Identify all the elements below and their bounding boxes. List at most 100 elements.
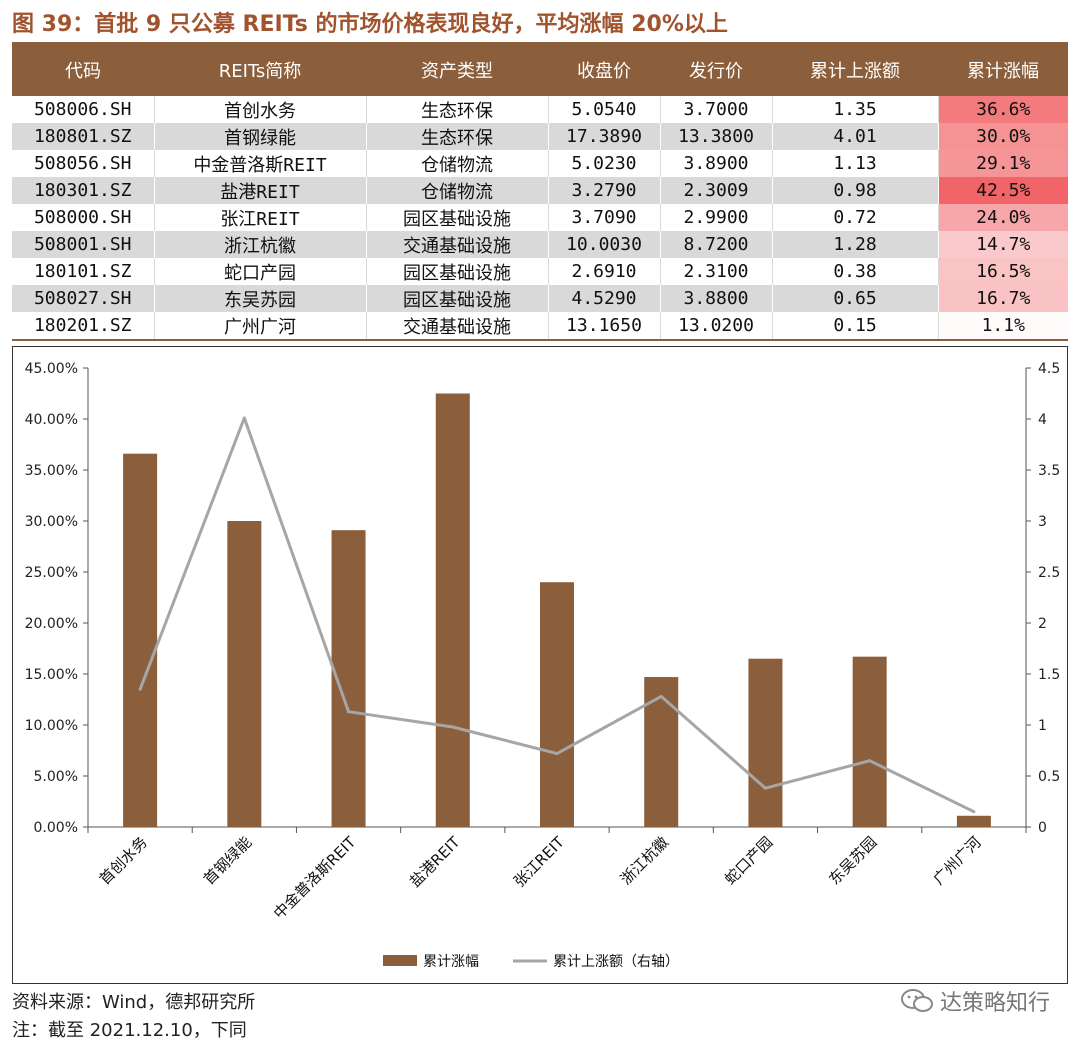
right-tick-label: 1 — [1038, 718, 1047, 734]
cell-issue: 13.3800 — [660, 123, 773, 150]
line-point-中金普洛斯REIT — [347, 710, 351, 714]
table-row: 508006.SH 首创水务 生态环保 5.0540 3.7000 1.35 36.6% — [12, 96, 1068, 123]
bar-浙江杭徽 — [644, 677, 679, 827]
cell-cum-pct: 1.1% — [938, 312, 1068, 339]
cell-name: 广州广河 — [154, 312, 367, 339]
left-tick-label: 15.00% — [25, 667, 78, 683]
category-label: 张江REIT — [510, 833, 568, 891]
cell-issue: 3.8900 — [660, 150, 773, 177]
table-row: 508027.SH 东吴苏园 园区基础设施 4.5290 3.8800 0.65 16.7% — [12, 285, 1068, 312]
left-tick-label: 0.00% — [34, 820, 78, 836]
right-tick-label: 4 — [1038, 412, 1047, 428]
left-tick-label: 45.00% — [25, 361, 78, 377]
left-tick-label: 10.00% — [25, 718, 78, 734]
cell-name: 首创水务 — [154, 96, 367, 123]
category-label: 广州广河 — [930, 833, 985, 888]
col-header-code: 代码 — [12, 44, 154, 96]
left-tick-label: 40.00% — [25, 412, 78, 428]
cell-cum-gain: 0.72 — [772, 204, 939, 231]
cell-close: 3.2790 — [548, 177, 661, 204]
bar-首钢绿能 — [227, 521, 262, 827]
cell-cum-gain: 1.35 — [772, 96, 939, 123]
line-point-首钢绿能 — [242, 416, 246, 420]
cell-asset-type: 园区基础设施 — [366, 285, 549, 312]
right-tick-label: 2 — [1038, 616, 1047, 632]
cell-code: 508000.SH — [12, 204, 155, 231]
title-rule — [12, 42, 1068, 44]
reits-table: 代码 REITs简称 资产类型 收盘价 发行价 累计上涨额 累计涨幅 50800… — [12, 44, 1068, 339]
cell-asset-type: 仓储物流 — [366, 177, 549, 204]
line-point-广州广河 — [972, 810, 976, 814]
line-point-东吴苏园 — [868, 759, 872, 763]
cell-asset-type: 交通基础设施 — [366, 312, 549, 339]
col-header-issue: 发行价 — [660, 44, 772, 96]
cell-cum-gain: 0.65 — [772, 285, 939, 312]
category-label: 中金普洛斯REIT — [270, 833, 360, 923]
bar-蛇口产园 — [748, 658, 783, 827]
col-header-cum-pct: 累计涨幅 — [938, 44, 1068, 96]
left-tick-label: 30.00% — [25, 514, 78, 530]
cell-code: 508056.SH — [12, 150, 155, 177]
cell-cum-pct: 36.6% — [938, 96, 1068, 123]
col-header-asset-type: 资产类型 — [366, 44, 548, 96]
wechat-icon — [900, 989, 933, 1012]
bar-张江REIT — [540, 582, 574, 827]
cell-cum-pct: 24.0% — [938, 204, 1068, 231]
cell-issue: 2.3100 — [660, 258, 773, 285]
left-tick-label: 25.00% — [25, 565, 78, 581]
watermark-text: 达策略知行 — [939, 991, 1050, 1016]
cell-cum-pct: 42.5% — [938, 177, 1068, 204]
cell-name: 盐港REIT — [154, 177, 367, 204]
cell-cum-gain: 0.15 — [772, 312, 939, 339]
cell-cum-gain: 1.28 — [772, 231, 939, 258]
cell-name: 中金普洛斯REIT — [154, 150, 367, 177]
cell-asset-type: 交通基础设施 — [366, 231, 549, 258]
right-tick-label: 4.5 — [1038, 361, 1060, 377]
cell-asset-type: 生态环保 — [366, 123, 549, 150]
cell-code: 180101.SZ — [12, 258, 155, 285]
cell-issue: 13.0200 — [660, 312, 773, 339]
figure-title: 图 39：首批 9 只公募 REITs 的市场价格表现良好，平均涨幅 20%以上 — [12, 12, 728, 37]
table-row: 180201.SZ 广州广河 交通基础设施 13.1650 13.0200 0.15 1.1… — [12, 312, 1068, 339]
category-label: 首创水务 — [96, 833, 151, 888]
footnote: 注：截至 2021.12.10，下同 — [12, 1020, 247, 1041]
line-point-盐港REIT — [451, 725, 455, 729]
cell-name: 蛇口产园 — [154, 258, 367, 285]
col-header-name: REITs简称 — [154, 44, 366, 96]
cell-code: 508001.SH — [12, 231, 155, 258]
cell-name: 东吴苏园 — [154, 285, 367, 312]
table-row: 508001.SH 浙江杭徽 交通基础设施 10.0030 8.7200 1.28 14.7… — [12, 231, 1068, 258]
table-row: 180301.SZ 盐港REIT 仓储物流 3.2790 2.3009 0.98 42.5% — [12, 177, 1068, 204]
cell-cum-pct: 29.1% — [938, 150, 1068, 177]
right-tick-label: 2.5 — [1038, 565, 1060, 581]
right-tick-label: 0.5 — [1038, 769, 1060, 785]
combo-chart: 0.00% 5.00% 10.00% 15.00% 20.00% 25.00% 30.00%… — [25, 361, 1061, 970]
bar-东吴苏园 — [852, 656, 887, 827]
table-row: 508056.SH 中金普洛斯REIT 仓储物流 5.0230 3.8900 1.13 29… — [12, 150, 1068, 177]
cell-code: 180301.SZ — [12, 177, 155, 204]
cell-cum-gain: 1.13 — [772, 150, 939, 177]
cell-close: 4.5290 — [548, 285, 661, 312]
cell-asset-type: 园区基础设施 — [366, 258, 549, 285]
cell-issue: 2.3009 — [660, 177, 773, 204]
cell-name: 首钢绿能 — [154, 123, 367, 150]
cell-cum-pct: 16.5% — [938, 258, 1068, 285]
table-bottom-rule — [12, 339, 1068, 341]
cell-cum-gain: 4.01 — [772, 123, 939, 150]
line-point-首创水务 — [138, 687, 142, 691]
cell-cum-gain: 0.38 — [772, 258, 939, 285]
cell-cum-pct: 16.7% — [938, 285, 1068, 312]
cell-asset-type: 仓储物流 — [366, 150, 549, 177]
category-label: 浙江杭徽 — [617, 833, 672, 888]
cell-close: 5.0540 — [548, 96, 661, 123]
line-point-浙江杭徽 — [659, 694, 663, 698]
right-tick-label: 0 — [1038, 820, 1047, 836]
table-row: 180101.SZ 蛇口产园 园区基础设施 2.6910 2.3100 0.38 16.5% — [12, 258, 1068, 285]
bar-盐港REIT — [435, 393, 470, 827]
table-header-row: 代码 REITs简称 资产类型 收盘价 发行价 累计上涨额 累计涨幅 — [12, 44, 1068, 96]
cell-asset-type: 园区基础设施 — [366, 204, 549, 231]
cell-issue: 8.7200 — [660, 231, 773, 258]
category-label: 东吴苏园 — [825, 833, 880, 888]
bar-首创水务 — [123, 453, 158, 827]
cell-code: 508027.SH — [12, 285, 155, 312]
